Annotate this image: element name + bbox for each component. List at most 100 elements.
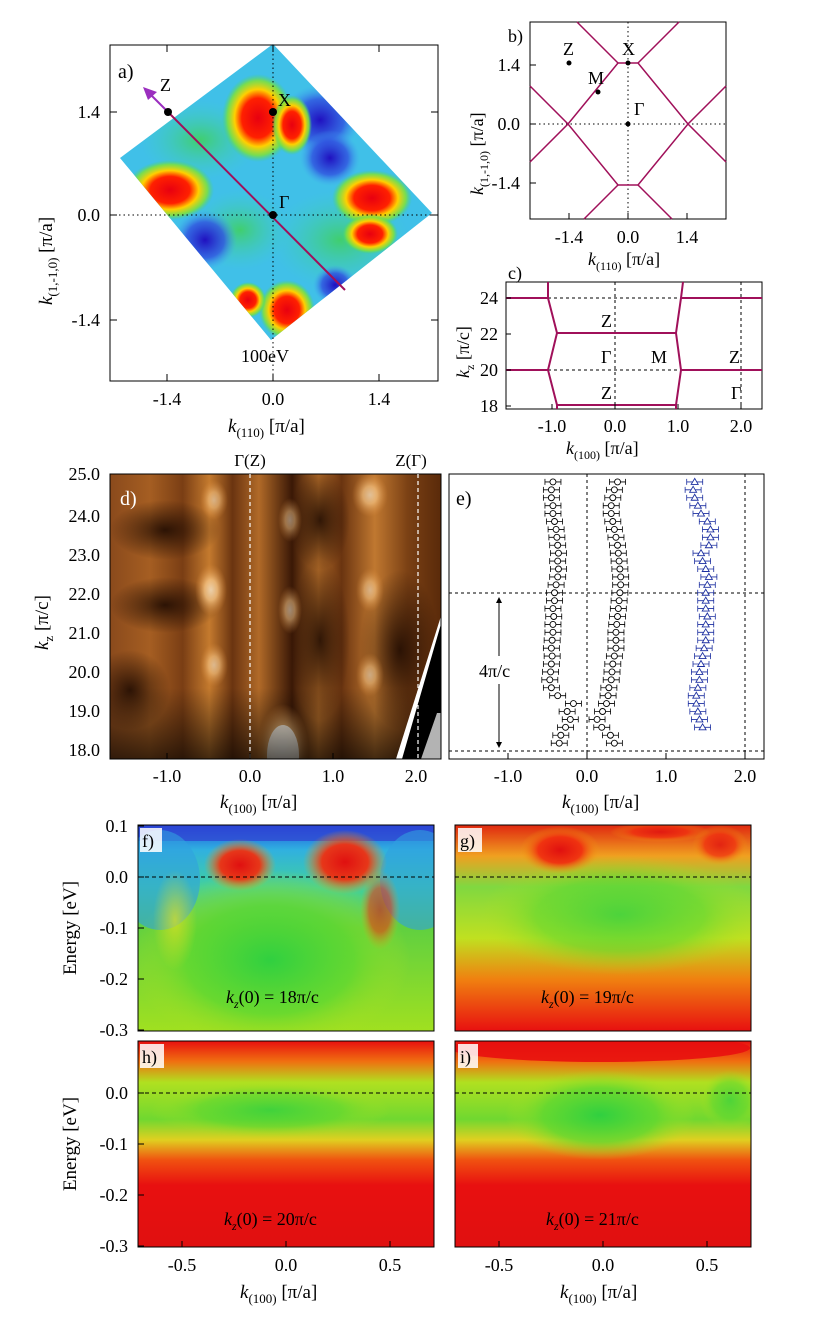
panel-e-data-point [610,525,618,533]
panel-e-data-point [608,668,616,676]
panel-a-ytick-label: 1.4 [78,102,101,122]
panel-e-data-point [616,565,624,573]
panel-e-ticks [507,753,746,759]
panel-b-point-M [595,89,601,95]
panel-e-data-point [547,684,555,692]
panel-e-series-left [541,478,582,747]
panel-b-point-Gamma [625,121,631,127]
panel-i-xtick-label: 0.0 [592,1255,615,1275]
panel-a-xtick-label: 0.0 [262,389,285,409]
panel-h-xlabel: k(100) [π/a] [240,1282,317,1306]
panel-e-data-point [699,643,709,652]
panel-f-ytick-label: 0.0 [106,867,129,887]
panel-i: i) kz(0) = 21π/c -0.5 0.0 0.5 k(100) [π/… [454,1040,752,1306]
panel-e-data-point [690,477,699,485]
panel-e-data-point [551,518,558,525]
panel-e-data-point [701,620,711,628]
panel-c-xtick-label: 0.0 [604,416,627,436]
panel-e-data-point [551,597,558,605]
panel-g-annotation: kz(0) = 19π/c [541,987,634,1011]
panel-e-data-point [701,588,711,596]
panel-d-ytick-label: 18.0 [69,740,101,760]
panel-e-data-point [701,604,711,612]
panel-d-heatmap [110,474,441,759]
panel-e-data-point [607,676,615,684]
panel-a-energy-label: 100eV [241,346,289,366]
panel-e-data-point [690,493,699,501]
panel-c-ytick-label: 24 [480,288,498,308]
panel-a-point-X [269,108,277,116]
panel-c-point-label: M [651,347,667,367]
panel-c-point-label: Z [601,383,612,403]
panel-e-label: e) [456,488,472,510]
panel-c-ticks [506,297,742,409]
panel-a-label: a) [118,61,134,83]
panel-i-xlabel: k(100) [π/a] [560,1282,637,1306]
panel-h-ytick-label: -0.2 [100,1185,129,1205]
panel-e-data-point [701,564,711,572]
panel-e-data-point [701,635,711,644]
panel-e-data-point [547,668,555,676]
panel-a-arrow-shaft [149,93,169,113]
panel-e-data-point [566,715,574,723]
panel-e-data-point [569,700,577,708]
panel-c-point-label: Z [729,347,740,367]
panel-e-data-point [693,501,703,509]
panel-e-data-point [691,699,701,707]
panel-e-series-right [684,477,719,731]
panel-e-data-point [615,597,623,605]
panel-d-ytick-label: 21.0 [69,623,101,643]
panel-c-zone-boundaries [506,281,762,409]
panel-a-point-label-Z: Z [160,75,171,95]
panel-h-annotation: kz(0) = 20π/c [224,1209,317,1233]
panel-f-heatmap [138,825,434,1031]
panel-e-xtick-label: -1.0 [494,766,523,786]
panel-e-data-point [703,517,712,525]
panel-c-point-label: Γ [731,383,741,403]
panel-e-data-point [550,613,558,620]
panel-e-data-point [562,723,569,731]
panel-e-data-point [549,620,557,628]
panel-g-frame [454,824,752,1032]
panel-e-data-point [555,739,563,747]
panel-f-ylabel: Energy [eV] [60,881,81,975]
panel-e-data-point [555,565,562,573]
panel-e-data-point [612,644,620,652]
panel-i-annotation: kz(0) = 21π/c [546,1209,639,1233]
panel-i-heatmap [455,1041,751,1247]
panel-d-ytick-label: 22.0 [69,584,101,604]
panel-e-data-point [548,636,556,644]
panel-i-ticks [498,1241,708,1247]
panel-f-label: f) [142,831,154,852]
panel-e-data-point [703,580,712,588]
panel-e-annotation: 4π/c [479,661,510,681]
panel-f-ytick-label: -0.1 [100,918,129,938]
panel-e-data-point [706,525,715,533]
panel-e-data-point [614,541,621,549]
panel-e-data-point [549,502,557,510]
panel-e-data-point [704,572,714,580]
panel-d-label: d) [120,488,137,510]
panel-e-data-point [552,525,560,533]
panel-e-data-point [698,722,707,731]
panel-g-heatmap [455,825,751,1031]
panel-a-point-Gamma [269,211,277,219]
panel-c: Z Γ M Z Z Γ c) -1.0 0.0 1.0 2.0 18 20 22… [453,263,763,462]
panel-e-data-point [695,667,704,675]
panel-a-point-label-X: X [278,90,291,110]
panel-e-data-point [552,581,560,589]
panel-h-ticks [138,1092,391,1247]
panel-e-data-point [547,644,555,652]
panel-b-zone-boundaries [529,21,727,220]
panel-e-data-point [549,605,557,613]
panel-h-xtick-label: 0.5 [379,1255,402,1275]
panel-b-xtick-label: 0.0 [617,227,640,247]
panel-e-data-point [696,659,706,667]
panel-e-data-point [614,478,621,486]
panel-e-data-point [557,731,565,739]
panel-e-data-point [616,589,624,597]
panel-h-xtick-label: 0.0 [275,1255,298,1275]
panel-e-dashed-lines [449,474,764,759]
panel-e-data-point [553,533,561,541]
